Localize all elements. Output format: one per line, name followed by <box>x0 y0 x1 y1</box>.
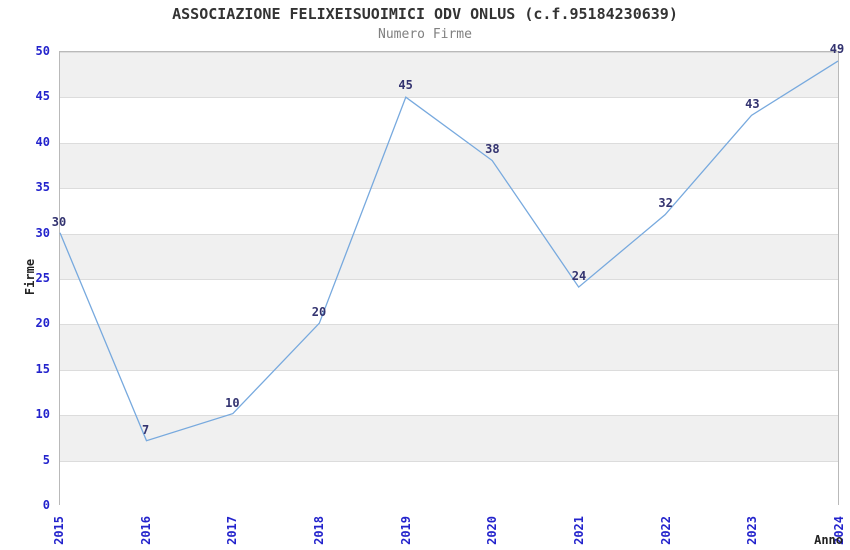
data-point-label: 10 <box>225 396 240 411</box>
y-tick-label: 10 <box>35 407 50 422</box>
x-tick-label: 2022 <box>658 516 673 545</box>
x-tick-label: 2017 <box>225 516 240 545</box>
y-tick-label: 20 <box>35 316 50 331</box>
x-tick-label: 2021 <box>572 516 586 545</box>
y-tick-label: 0 <box>42 498 50 512</box>
y-tick-label: 45 <box>35 89 50 104</box>
x-tick-label: 2023 <box>745 516 760 545</box>
series-polyline <box>59 60 839 442</box>
x-tick-label: 2020 <box>485 516 500 545</box>
chart-title: ASSOCIAZIONE FELIXEISUOIMICI ODV ONLUS (… <box>172 5 678 23</box>
data-point-label: 20 <box>311 305 327 320</box>
data-point-label: 7 <box>142 423 150 438</box>
plot-band <box>60 460 838 506</box>
data-point-label: 45 <box>398 78 413 93</box>
x-tick-label: 2015 <box>52 516 66 545</box>
plot-band <box>60 52 838 98</box>
x-tick-label: 2019 <box>398 516 413 545</box>
data-point-label: 43 <box>745 96 760 111</box>
plot-area <box>59 51 839 506</box>
x-tick-label: 2018 <box>312 516 326 545</box>
plot-band <box>60 415 838 461</box>
data-point-label: 38 <box>485 141 500 156</box>
plot-band <box>60 97 838 143</box>
line-series <box>59 60 839 442</box>
y-tick-label: 15 <box>35 361 50 376</box>
plot-band <box>60 324 838 370</box>
y-tick-label: 25 <box>35 271 50 285</box>
y-tick-label: 5 <box>42 452 50 467</box>
y-tick-label: 40 <box>35 134 50 149</box>
chart-subtitle: Numero Firme <box>378 27 472 42</box>
plot-band <box>60 369 838 416</box>
y-tick-label: 35 <box>35 180 50 195</box>
x-tick-label: 2016 <box>138 516 153 545</box>
data-point-label: 30 <box>51 214 67 229</box>
data-point-label: 49 <box>829 42 845 57</box>
plot-band <box>60 279 838 325</box>
plot-band <box>60 188 838 234</box>
x-axis-title: Anno <box>814 533 843 547</box>
plot-band <box>60 142 838 189</box>
data-point-label: 32 <box>658 196 673 211</box>
y-tick-label: 30 <box>35 225 50 240</box>
plot-band <box>60 233 838 279</box>
y-tick-label: 50 <box>35 44 50 58</box>
data-point-label: 24 <box>571 269 587 284</box>
